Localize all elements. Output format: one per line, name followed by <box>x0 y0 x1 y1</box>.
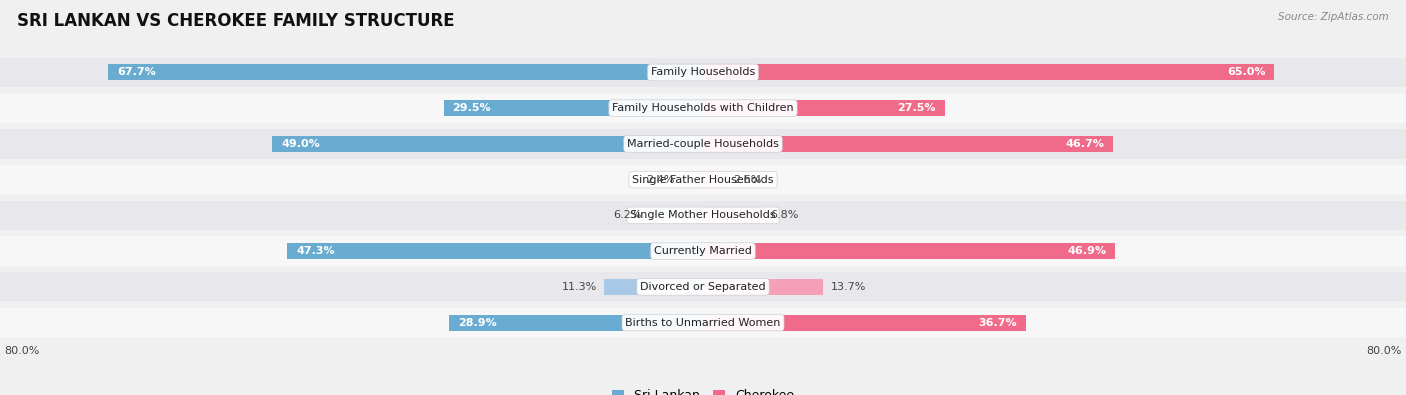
Bar <box>703 207 762 224</box>
Text: 46.9%: 46.9% <box>1067 246 1107 256</box>
Text: 36.7%: 36.7% <box>979 318 1017 327</box>
Bar <box>0 129 1406 158</box>
Text: 80.0%: 80.0% <box>4 346 39 356</box>
Text: 6.8%: 6.8% <box>770 211 799 220</box>
Text: 11.3%: 11.3% <box>561 282 596 292</box>
Bar <box>703 64 1274 81</box>
Text: 65.0%: 65.0% <box>1227 68 1265 77</box>
Bar <box>0 308 1406 337</box>
Text: 47.3%: 47.3% <box>297 246 335 256</box>
Bar <box>648 207 703 224</box>
Text: 29.5%: 29.5% <box>453 103 491 113</box>
Text: Family Households with Children: Family Households with Children <box>612 103 794 113</box>
Bar <box>0 237 1406 266</box>
Text: Divorced or Separated: Divorced or Separated <box>640 282 766 292</box>
Bar <box>703 171 725 188</box>
Bar <box>449 314 703 331</box>
Bar <box>603 279 703 295</box>
Text: Single Father Households: Single Father Households <box>633 175 773 184</box>
Text: Married-couple Households: Married-couple Households <box>627 139 779 149</box>
Text: 49.0%: 49.0% <box>281 139 321 149</box>
Bar <box>0 94 1406 123</box>
Text: SRI LANKAN VS CHEROKEE FAMILY STRUCTURE: SRI LANKAN VS CHEROKEE FAMILY STRUCTURE <box>17 12 454 30</box>
Text: 46.7%: 46.7% <box>1066 139 1105 149</box>
Text: Source: ZipAtlas.com: Source: ZipAtlas.com <box>1278 12 1389 22</box>
Bar <box>0 165 1406 194</box>
Bar <box>444 100 703 116</box>
Bar <box>0 58 1406 87</box>
Text: 6.2%: 6.2% <box>613 211 641 220</box>
Text: Births to Unmarried Women: Births to Unmarried Women <box>626 318 780 327</box>
Bar <box>703 243 1115 259</box>
Bar <box>287 243 703 259</box>
Text: 28.9%: 28.9% <box>458 318 496 327</box>
Text: 13.7%: 13.7% <box>831 282 866 292</box>
Bar <box>703 100 945 116</box>
Bar <box>703 279 824 295</box>
Text: 27.5%: 27.5% <box>897 103 936 113</box>
Text: 2.4%: 2.4% <box>647 175 675 184</box>
Bar <box>703 314 1025 331</box>
Bar <box>0 201 1406 230</box>
Bar <box>273 136 703 152</box>
Text: 80.0%: 80.0% <box>1367 346 1402 356</box>
Text: 67.7%: 67.7% <box>117 68 156 77</box>
Text: Single Mother Households: Single Mother Households <box>630 211 776 220</box>
Bar <box>0 272 1406 301</box>
Bar <box>682 171 703 188</box>
Bar <box>703 136 1114 152</box>
Text: Family Households: Family Households <box>651 68 755 77</box>
Text: Currently Married: Currently Married <box>654 246 752 256</box>
Legend: Sri Lankan, Cherokee: Sri Lankan, Cherokee <box>607 384 799 395</box>
Text: 2.6%: 2.6% <box>733 175 761 184</box>
Bar <box>108 64 703 81</box>
